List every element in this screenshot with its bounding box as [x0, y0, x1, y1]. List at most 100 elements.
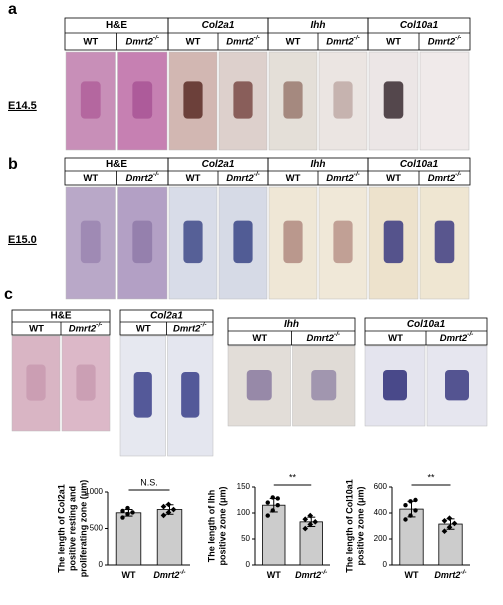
data-point — [170, 506, 177, 513]
stained-zone — [434, 220, 455, 264]
y-axis-label: The length of Col10a1 — [344, 479, 354, 573]
genotype-label: Dmrt2-/- — [125, 171, 159, 183]
stage-label: E15.0 — [8, 234, 37, 246]
stained-zone — [26, 364, 46, 401]
stained-zone — [246, 370, 272, 401]
genotype-name: Dmrt2 — [440, 333, 468, 344]
bar — [262, 504, 286, 566]
stained-zone — [233, 81, 253, 119]
stained-zone — [333, 220, 353, 264]
genotype-superscript: -/- — [354, 171, 360, 178]
category-name: WT — [122, 570, 136, 580]
genotype-label: Dmrt2-/- — [428, 35, 462, 47]
data-point — [307, 521, 314, 528]
data-point — [125, 511, 130, 517]
y-axis-label: positive zone (μm) — [355, 486, 365, 565]
y-tick-label: 50 — [241, 534, 250, 543]
data-point — [441, 528, 448, 535]
panel-label: a — [8, 1, 17, 18]
stained-zone — [183, 220, 203, 264]
genotype-label: WT — [29, 323, 44, 334]
genotype-name: Dmrt2 — [226, 36, 254, 47]
bar — [438, 523, 463, 566]
category-superscript: -/- — [460, 569, 466, 576]
genotype-name: Dmrt2 — [306, 333, 334, 344]
x-tick-label: Dmrt2-/- — [295, 569, 327, 580]
stained-zone — [283, 220, 303, 264]
genotype-name: Dmrt2 — [125, 36, 153, 47]
stain-label: H&E — [106, 20, 127, 31]
genotype-superscript: -/- — [96, 322, 102, 329]
stained-zone — [80, 220, 101, 264]
x-tick-label: Dmrt2-/- — [153, 569, 185, 580]
genotype-label: Dmrt2-/- — [69, 322, 103, 334]
category-name: WT — [405, 570, 419, 580]
stain-label: H&E — [106, 159, 127, 170]
genotype-label: WT — [386, 173, 401, 184]
genotype-superscript: -/- — [455, 35, 461, 42]
genotype-name: Dmrt2 — [428, 36, 456, 47]
genotype-name: Dmrt2 — [69, 323, 97, 334]
stained-zone — [181, 372, 200, 418]
genotype-name: WT — [186, 173, 201, 184]
y-axis-label: proliferating zone (μm) — [78, 480, 88, 578]
stain-label: Col2a1 — [202, 159, 235, 170]
stained-zone — [76, 364, 96, 401]
micrograph — [218, 51, 268, 151]
genotype-label: Dmrt2-/- — [306, 331, 340, 343]
genotype-superscript: -/- — [354, 35, 360, 42]
genotype-label: Dmrt2-/- — [125, 35, 159, 47]
genotype-name: Dmrt2 — [428, 173, 456, 184]
genotype-superscript: -/- — [254, 35, 260, 42]
data-point — [302, 525, 309, 532]
panel-label: b — [8, 156, 18, 173]
bar — [115, 512, 142, 566]
stain-label: H&E — [50, 311, 71, 322]
genotype-name: WT — [186, 36, 201, 47]
genotype-name: WT — [388, 333, 403, 344]
genotype-label: Dmrt2-/- — [440, 331, 474, 343]
x-tick-label: Dmrt2-/- — [434, 569, 466, 580]
stained-zone — [445, 370, 469, 401]
data-point — [451, 520, 458, 527]
y-tick-label: 0 — [246, 560, 251, 569]
y-axis-label: positive resting and — [67, 486, 77, 571]
stained-zone — [80, 81, 101, 119]
data-point — [275, 496, 280, 501]
data-point — [403, 503, 408, 508]
data-point — [312, 519, 319, 525]
data-point — [160, 503, 167, 510]
y-tick-label: 0 — [383, 560, 388, 569]
stained-zone — [132, 220, 153, 264]
genotype-name: WT — [83, 173, 98, 184]
y-tick-label: 150 — [237, 482, 251, 491]
data-point — [413, 497, 418, 503]
panel-label: c — [4, 286, 13, 303]
stain-label: Col10a1 — [400, 20, 439, 31]
stain-label: Col2a1 — [202, 20, 235, 31]
data-point — [270, 508, 275, 513]
stained-zone — [283, 81, 303, 119]
genotype-label: Dmrt2-/- — [226, 35, 260, 47]
stained-zone — [311, 370, 337, 401]
significance-label: ** — [289, 472, 297, 482]
y-tick-label: 100 — [237, 508, 251, 517]
genotype-label: WT — [386, 36, 401, 47]
stain-label: Ihh — [284, 319, 299, 330]
category-name: Dmrt2 — [434, 570, 460, 580]
y-tick-label: 500 — [90, 524, 104, 533]
data-point — [120, 515, 125, 520]
genotype-label: WT — [252, 333, 267, 344]
genotype-label: Dmrt2-/- — [428, 171, 462, 183]
genotype-name: Dmrt2 — [326, 36, 354, 47]
genotype-label: WT — [186, 36, 201, 47]
genotype-name: WT — [136, 323, 151, 334]
data-point — [446, 515, 453, 522]
stained-zone — [333, 81, 353, 119]
category-superscript: -/- — [321, 569, 327, 576]
category-name: Dmrt2 — [153, 570, 179, 580]
x-tick-label: WT — [122, 570, 136, 580]
genotype-superscript: -/- — [153, 171, 159, 178]
data-point — [125, 505, 130, 511]
